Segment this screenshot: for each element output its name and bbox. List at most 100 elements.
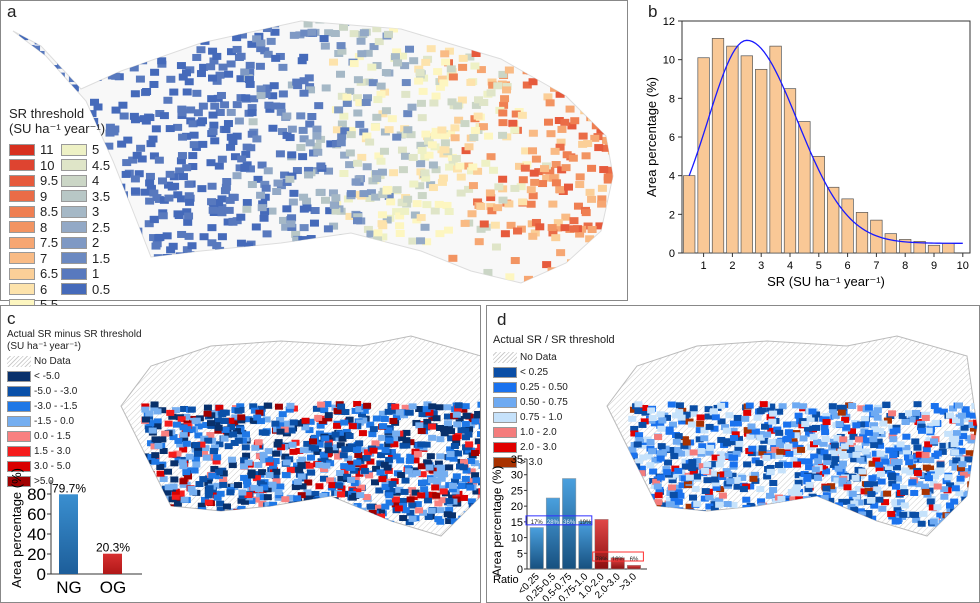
map-pixel <box>462 412 471 419</box>
legend-item: 3.5 <box>61 189 110 205</box>
map-pixel <box>241 94 251 102</box>
map-pixel <box>843 518 852 525</box>
map-pixel <box>508 119 518 127</box>
map-pixel <box>733 420 742 427</box>
map-pixel <box>893 517 902 524</box>
map-pixel <box>570 117 580 125</box>
map-pixel <box>166 246 176 254</box>
map-pixel <box>179 271 189 279</box>
map-pixel <box>306 235 316 243</box>
map-pixel <box>696 420 705 427</box>
map-pixel <box>467 210 477 218</box>
map-pixel <box>156 496 165 503</box>
map-pixel <box>730 509 739 516</box>
map-pixel <box>257 405 266 412</box>
fit-curve <box>688 39 963 244</box>
map-pixel <box>685 513 694 520</box>
map-pixel <box>92 47 102 55</box>
map-pixel <box>412 25 422 33</box>
map-pixel <box>575 173 585 181</box>
map-pixel <box>890 447 899 454</box>
map-pixel <box>772 497 781 504</box>
map-pixel <box>926 498 935 505</box>
map-pixel <box>866 520 875 527</box>
map-pixel <box>976 499 977 506</box>
map-pixel <box>830 442 839 449</box>
map-pixel <box>788 507 797 514</box>
map-pixel <box>798 508 807 515</box>
map-pixel <box>307 454 316 461</box>
map-pixel <box>330 30 340 38</box>
map-pixel <box>972 507 977 514</box>
map-pixel <box>735 436 744 443</box>
map-pixel <box>111 35 121 43</box>
map-pixel <box>302 501 311 508</box>
map-pixel <box>268 481 277 488</box>
map-pixel <box>337 120 347 128</box>
map-pixel <box>209 57 219 65</box>
map-pixel <box>189 141 199 149</box>
map-pixel <box>289 419 298 426</box>
legend-item: 8 <box>9 220 58 236</box>
map-pixel <box>437 33 447 41</box>
map-pixel <box>161 282 171 283</box>
map-pixel <box>325 207 335 215</box>
map-pixel <box>319 35 329 43</box>
map-pixel <box>848 428 857 435</box>
legend-label: 2.0 - 3.0 <box>520 442 557 453</box>
map-pixel <box>441 58 451 66</box>
map-pixel <box>238 437 247 444</box>
map-pixel <box>575 181 585 189</box>
map-pixel <box>477 22 487 30</box>
map-pixel <box>337 403 346 410</box>
map-pixel <box>235 164 245 172</box>
map-pixel <box>163 488 172 495</box>
map-pixel <box>644 453 653 460</box>
map-pixel <box>119 267 129 275</box>
map-pixel <box>293 280 303 283</box>
map-pixel <box>597 200 607 208</box>
map-pixel <box>219 277 229 283</box>
legend-swatch <box>7 446 31 457</box>
y-tick-label: 20 <box>27 545 46 564</box>
map-pixel <box>421 130 431 138</box>
map-pixel <box>705 493 714 500</box>
legend-item: 7.5 <box>9 235 58 251</box>
map-pixel <box>348 510 357 517</box>
map-pixel <box>198 102 208 110</box>
map-pixel <box>766 468 775 475</box>
map-pixel <box>554 30 564 38</box>
map-pixel <box>146 140 156 148</box>
legend-swatch <box>7 431 31 442</box>
map-pixel <box>833 434 842 441</box>
map-pixel <box>887 510 896 517</box>
map-pixel <box>428 477 437 484</box>
map-pixel <box>324 415 333 422</box>
map-pixel <box>402 442 411 449</box>
map-pixel <box>259 214 269 222</box>
map-pixel <box>466 78 476 86</box>
map-pixel <box>598 52 608 60</box>
map-pixel <box>952 457 961 464</box>
x-tick-label: 7 <box>873 260 879 272</box>
map-pixel <box>677 450 686 457</box>
map-pixel <box>640 418 649 425</box>
map-pixel <box>467 498 476 505</box>
map-pixel <box>477 514 480 521</box>
map-pixel <box>843 484 852 491</box>
map-pixel <box>151 452 160 459</box>
map-pixel <box>876 450 885 457</box>
map-pixel <box>156 498 165 505</box>
map-pixel <box>972 467 977 474</box>
map-pixel <box>468 502 477 509</box>
map-pixel <box>237 155 247 163</box>
map-pixel <box>121 44 131 52</box>
map-pixel <box>484 132 494 140</box>
x-tick-label: 8 <box>902 260 908 272</box>
map-pixel <box>132 269 142 277</box>
map-pixel <box>331 194 341 202</box>
map-pixel <box>701 511 710 518</box>
map-pixel <box>309 438 318 445</box>
map-pixel <box>316 422 325 429</box>
map-pixel <box>189 131 199 139</box>
